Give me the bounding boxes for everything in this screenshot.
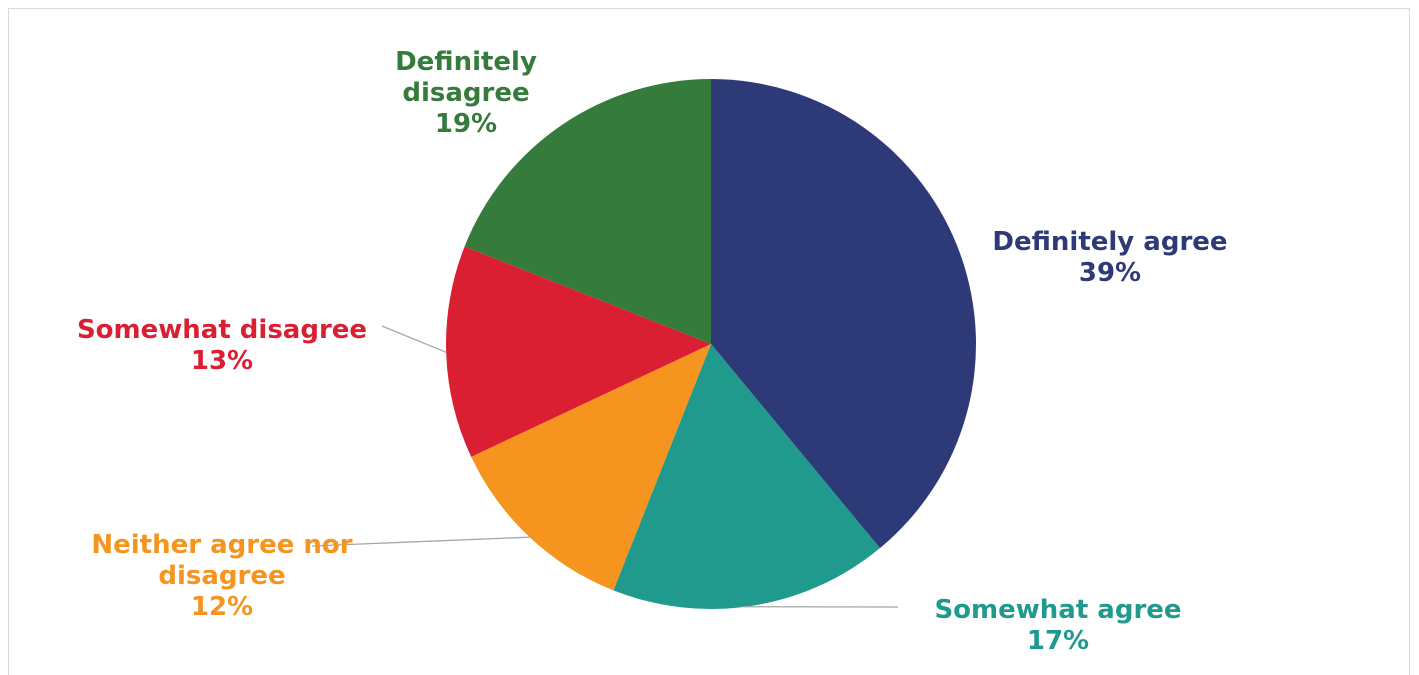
pie-slice-definitely-disagree bbox=[464, 79, 711, 344]
slice-label-definitely-disagree: Definitely disagree 19% bbox=[395, 47, 537, 139]
leader-line-somewhat-disagree bbox=[381, 325, 447, 353]
pie-slices bbox=[446, 79, 977, 609]
leader-line-neither bbox=[311, 536, 530, 547]
chart-frame bbox=[8, 8, 1410, 675]
pie-slice-definitely-agree bbox=[711, 79, 977, 549]
slice-label-definitely-agree: Definitely agree 39% bbox=[992, 227, 1228, 288]
slice-label-neither: Neither agree nor disagree 12% bbox=[91, 530, 353, 622]
slice-label-somewhat-disagree: Somewhat disagree 13% bbox=[76, 315, 368, 376]
slice-label-somewhat-agree: Somewhat agree 17% bbox=[934, 595, 1182, 656]
pie-slice-somewhat-agree bbox=[613, 344, 880, 609]
pie-slice-neither bbox=[471, 344, 711, 591]
pie-slice-somewhat-disagree bbox=[446, 246, 711, 457]
leader-lines bbox=[311, 325, 899, 608]
